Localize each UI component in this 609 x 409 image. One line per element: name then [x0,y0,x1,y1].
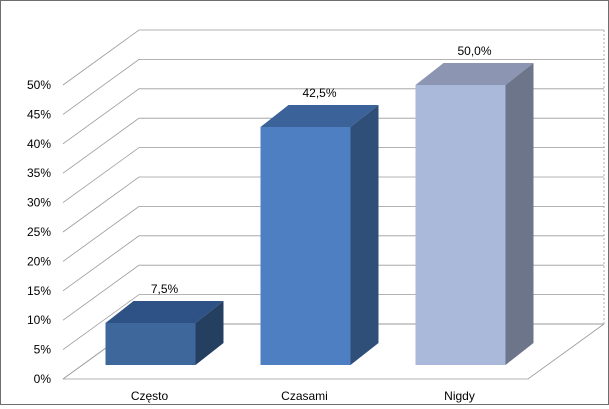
labels-layer: 0% 5% 10% 15% 20% 25% 30% 35% 40% 45% 50% 7,5% Częst… [27,44,492,403]
bar-side-face [505,63,534,365]
grid-layer [62,29,604,380]
bar-front-face [260,127,351,365]
y-tick-label: 25% [27,225,51,239]
bar-front-face [415,85,506,365]
y-tick-label: 10% [27,313,51,327]
y-tick-label: 45% [27,107,51,121]
gridline-50 [62,29,604,86]
y-tick-label: 5% [34,343,52,357]
y-tick-label: 40% [27,137,51,151]
bar-side-face [350,105,379,365]
data-label: 50,0% [457,44,491,58]
bar-front-face [105,323,196,365]
y-tick-label: 30% [27,196,51,210]
y-tick-label: 50% [27,78,51,92]
y-tick-label: 20% [27,254,51,268]
floor-edge [63,323,605,380]
data-label: 7,5% [151,282,179,296]
data-label: 42,5% [302,86,336,100]
bars-layer [105,63,534,365]
y-tick-label: 0% [34,372,52,386]
bar-top-face [105,301,224,323]
axis-layer [63,30,605,380]
y-tick-label: 35% [27,166,51,180]
bar-1 [105,301,224,365]
bar-top-face [415,63,534,85]
category-label: Nigdy [444,389,475,403]
category-label: Często [131,389,169,403]
bar-top-face [260,105,379,127]
gridline-45 [62,59,604,115]
y-tick-label: 15% [27,284,51,298]
bar-side-face [195,301,224,365]
bar-2 [260,105,379,365]
bar-3 [415,63,534,365]
category-label: Czasami [281,389,328,403]
